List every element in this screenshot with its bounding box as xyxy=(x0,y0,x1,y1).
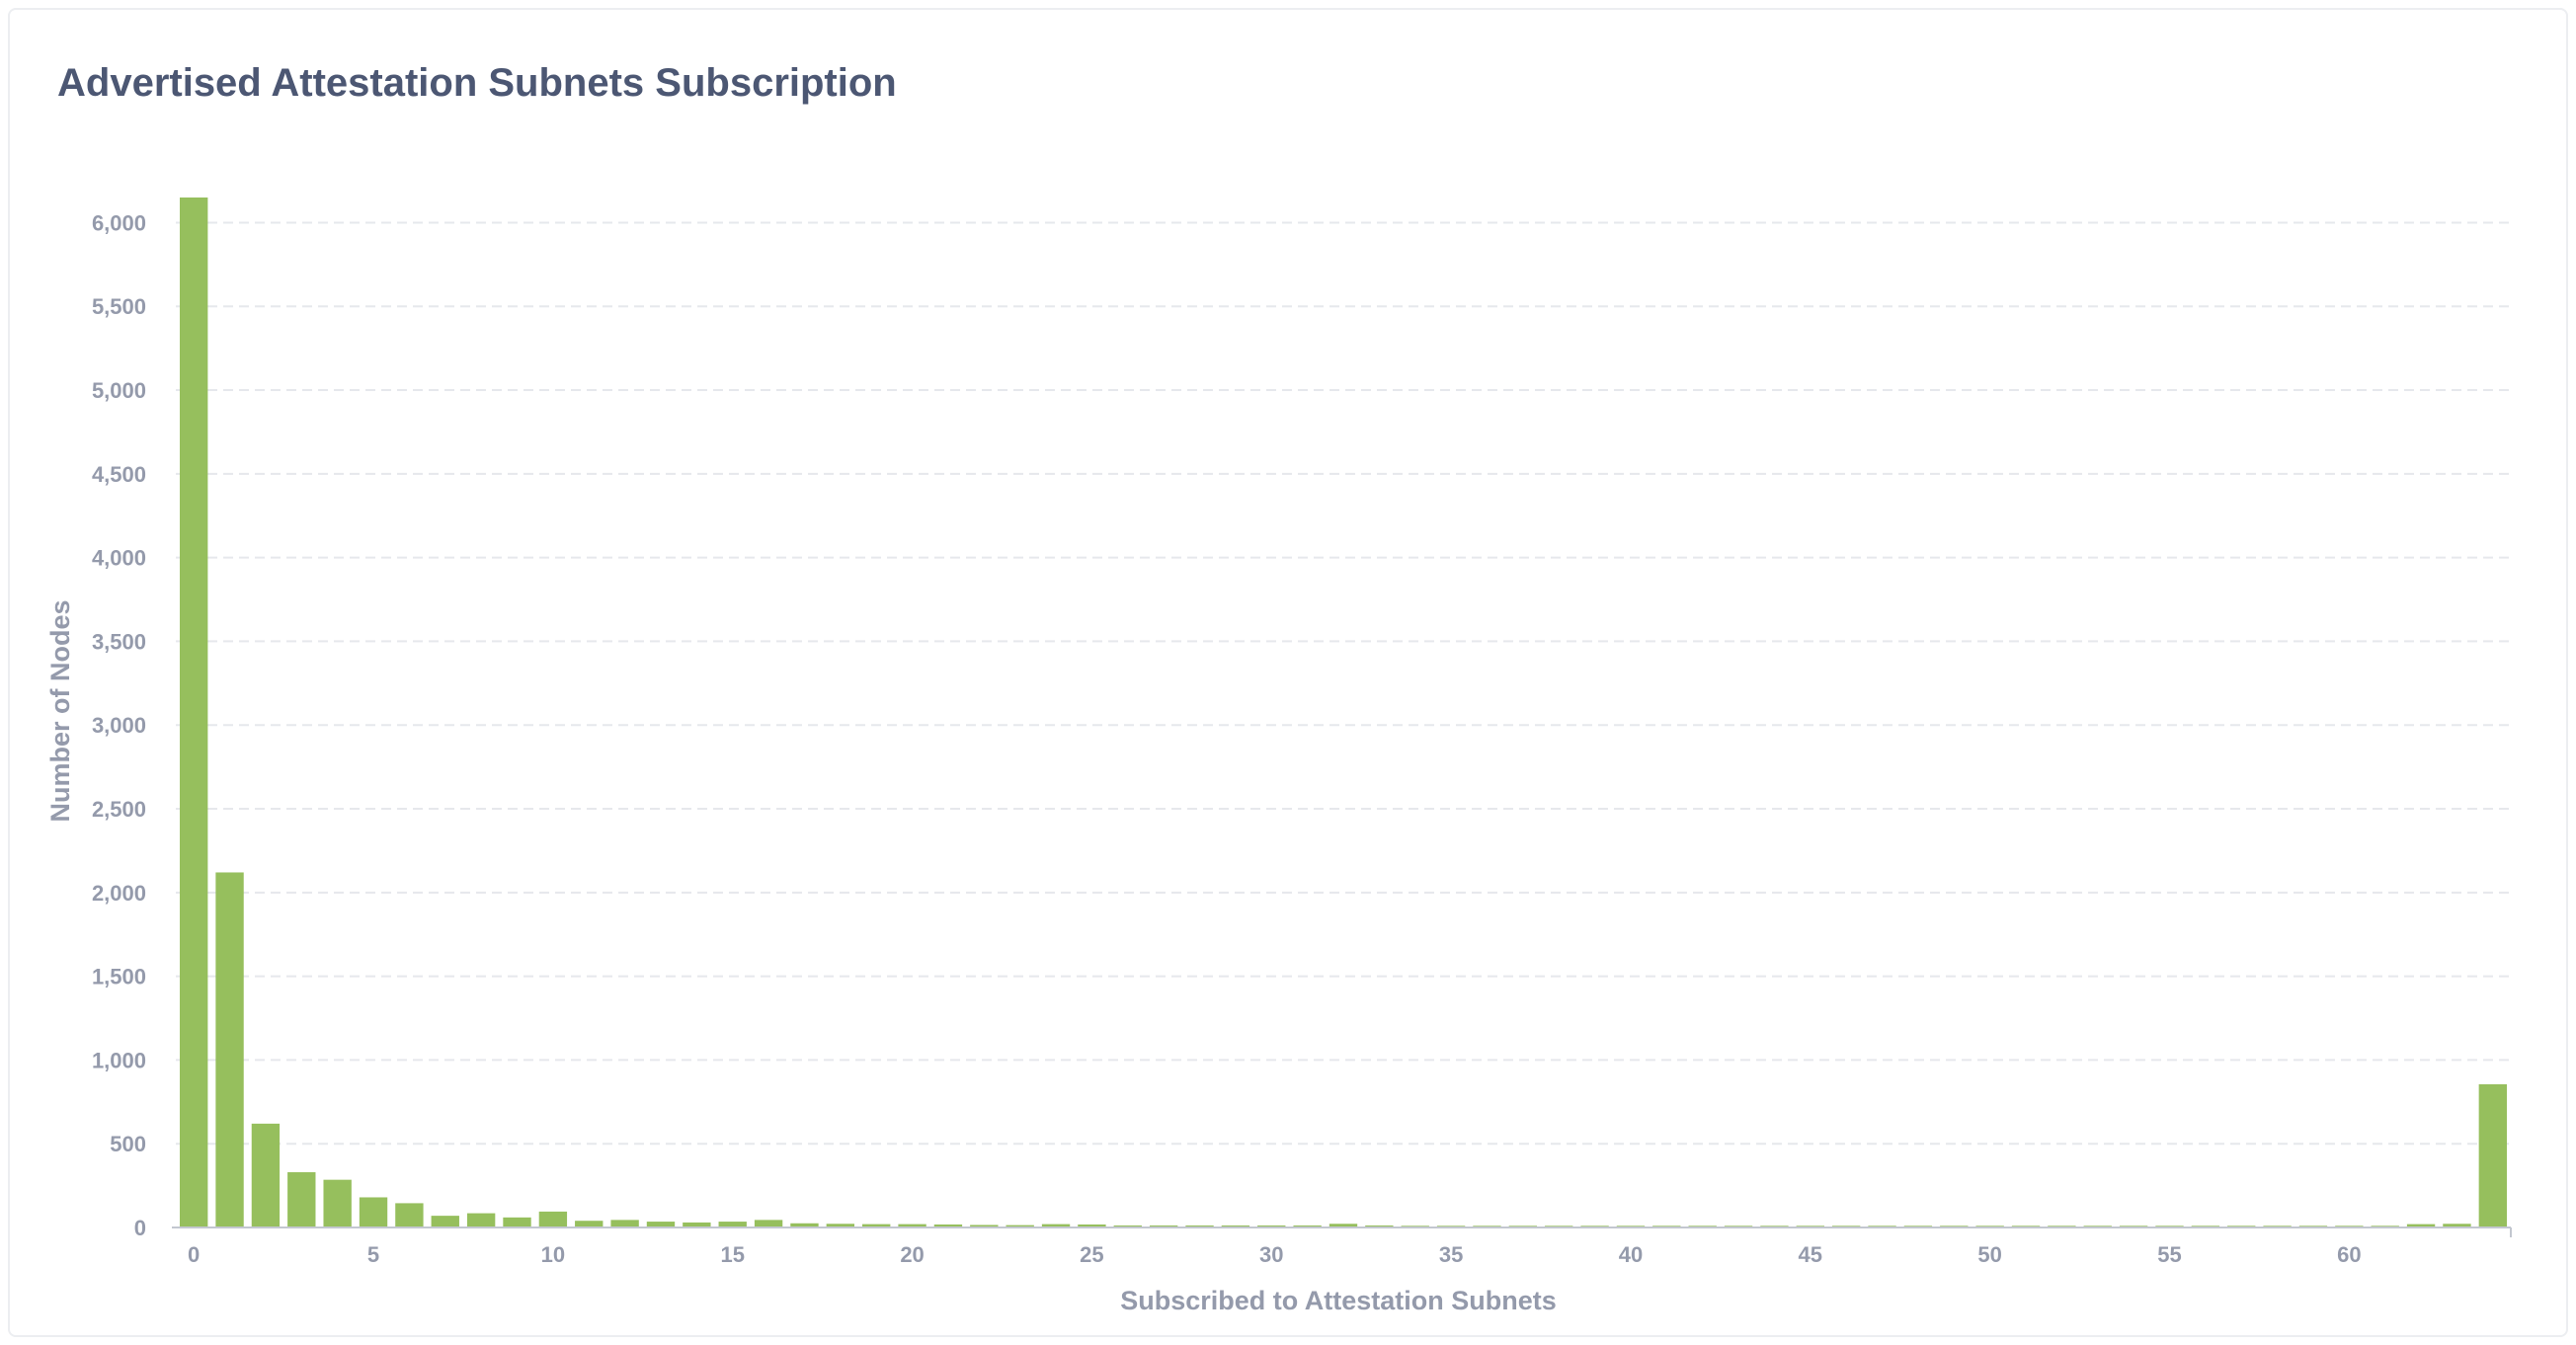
bar[interactable] xyxy=(503,1217,531,1227)
bar[interactable] xyxy=(1365,1225,1394,1227)
bar[interactable] xyxy=(251,1123,281,1227)
bar[interactable] xyxy=(538,1211,568,1227)
bar[interactable] xyxy=(287,1172,316,1227)
bar[interactable] xyxy=(2406,1224,2436,1227)
x-tick-label: 35 xyxy=(1439,1242,1463,1267)
bar[interactable] xyxy=(575,1221,604,1227)
y-tick-label: 6,000 xyxy=(92,210,146,235)
bar[interactable] xyxy=(970,1225,999,1227)
bar[interactable] xyxy=(790,1223,819,1227)
bar[interactable] xyxy=(2478,1083,2507,1227)
y-tick-label: 3,000 xyxy=(92,713,146,738)
bar[interactable] xyxy=(359,1197,388,1227)
x-tick-label: 50 xyxy=(1977,1242,2001,1267)
bar[interactable] xyxy=(1113,1225,1142,1227)
y-tick-label: 4,500 xyxy=(92,462,146,487)
bar[interactable] xyxy=(683,1222,711,1227)
bar[interactable] xyxy=(395,1203,424,1227)
bar[interactable] xyxy=(1041,1224,1071,1227)
bar[interactable] xyxy=(1149,1225,1178,1227)
bar[interactable] xyxy=(1185,1225,1214,1227)
bar[interactable] xyxy=(826,1224,855,1227)
bar[interactable] xyxy=(754,1220,783,1227)
bar[interactable] xyxy=(1293,1225,1322,1227)
x-tick-label: 20 xyxy=(900,1242,924,1267)
y-tick-label: 2,000 xyxy=(92,881,146,906)
gridlines xyxy=(176,221,2511,1146)
bar[interactable] xyxy=(323,1179,352,1227)
y-tick-label: 3,500 xyxy=(92,629,146,654)
bar[interactable] xyxy=(718,1222,747,1227)
y-tick-label: 500 xyxy=(110,1132,146,1156)
y-tick-label: 5,000 xyxy=(92,378,146,403)
axes xyxy=(172,1226,2512,1237)
bar[interactable] xyxy=(1221,1225,1250,1227)
x-tick-label: 0 xyxy=(188,1242,200,1267)
chart-title: Advertised Attestation Subnets Subscript… xyxy=(57,61,897,105)
x-tick-label: 15 xyxy=(720,1242,744,1267)
bar[interactable] xyxy=(180,198,208,1227)
bar[interactable] xyxy=(1328,1224,1358,1227)
x-tick-label: 55 xyxy=(2157,1242,2181,1267)
y-tick-label: 1,500 xyxy=(92,965,146,989)
bar[interactable] xyxy=(1078,1224,1106,1227)
bar[interactable] xyxy=(610,1220,639,1227)
x-tick-label: 40 xyxy=(1619,1242,1643,1267)
y-tick-label: 0 xyxy=(134,1216,146,1240)
bars xyxy=(180,198,2507,1227)
bar[interactable] xyxy=(898,1224,926,1227)
chart-card: Advertised Attestation Subnets Subscript… xyxy=(8,8,2568,1337)
bar[interactable] xyxy=(431,1216,459,1227)
x-tick-label: 60 xyxy=(2337,1242,2361,1267)
y-tick-label: 1,000 xyxy=(92,1048,146,1072)
bar[interactable] xyxy=(2443,1224,2471,1227)
y-axis-title: Number of Nodes xyxy=(45,599,75,822)
bar[interactable] xyxy=(646,1222,676,1227)
y-tick-label: 5,500 xyxy=(92,294,146,319)
x-tick-label: 25 xyxy=(1080,1242,1103,1267)
x-axis-title: Subscribed to Attestation Subnets xyxy=(1120,1286,1557,1315)
bar[interactable] xyxy=(862,1224,891,1227)
y-tick-label: 4,000 xyxy=(92,546,146,571)
y-tick-label: 2,500 xyxy=(92,797,146,822)
x-tick-label: 5 xyxy=(367,1242,379,1267)
bar[interactable] xyxy=(933,1224,963,1227)
x-tick-label: 30 xyxy=(1259,1242,1283,1267)
x-tick-label: 45 xyxy=(1799,1242,1822,1267)
x-tick-label: 10 xyxy=(541,1242,565,1267)
bar[interactable] xyxy=(466,1213,496,1227)
bar[interactable] xyxy=(215,872,244,1227)
bar[interactable] xyxy=(1006,1225,1034,1227)
tick-labels: 05001,0001,5002,0002,5003,0003,5004,0004… xyxy=(92,210,2362,1267)
bar[interactable] xyxy=(1257,1225,1286,1227)
